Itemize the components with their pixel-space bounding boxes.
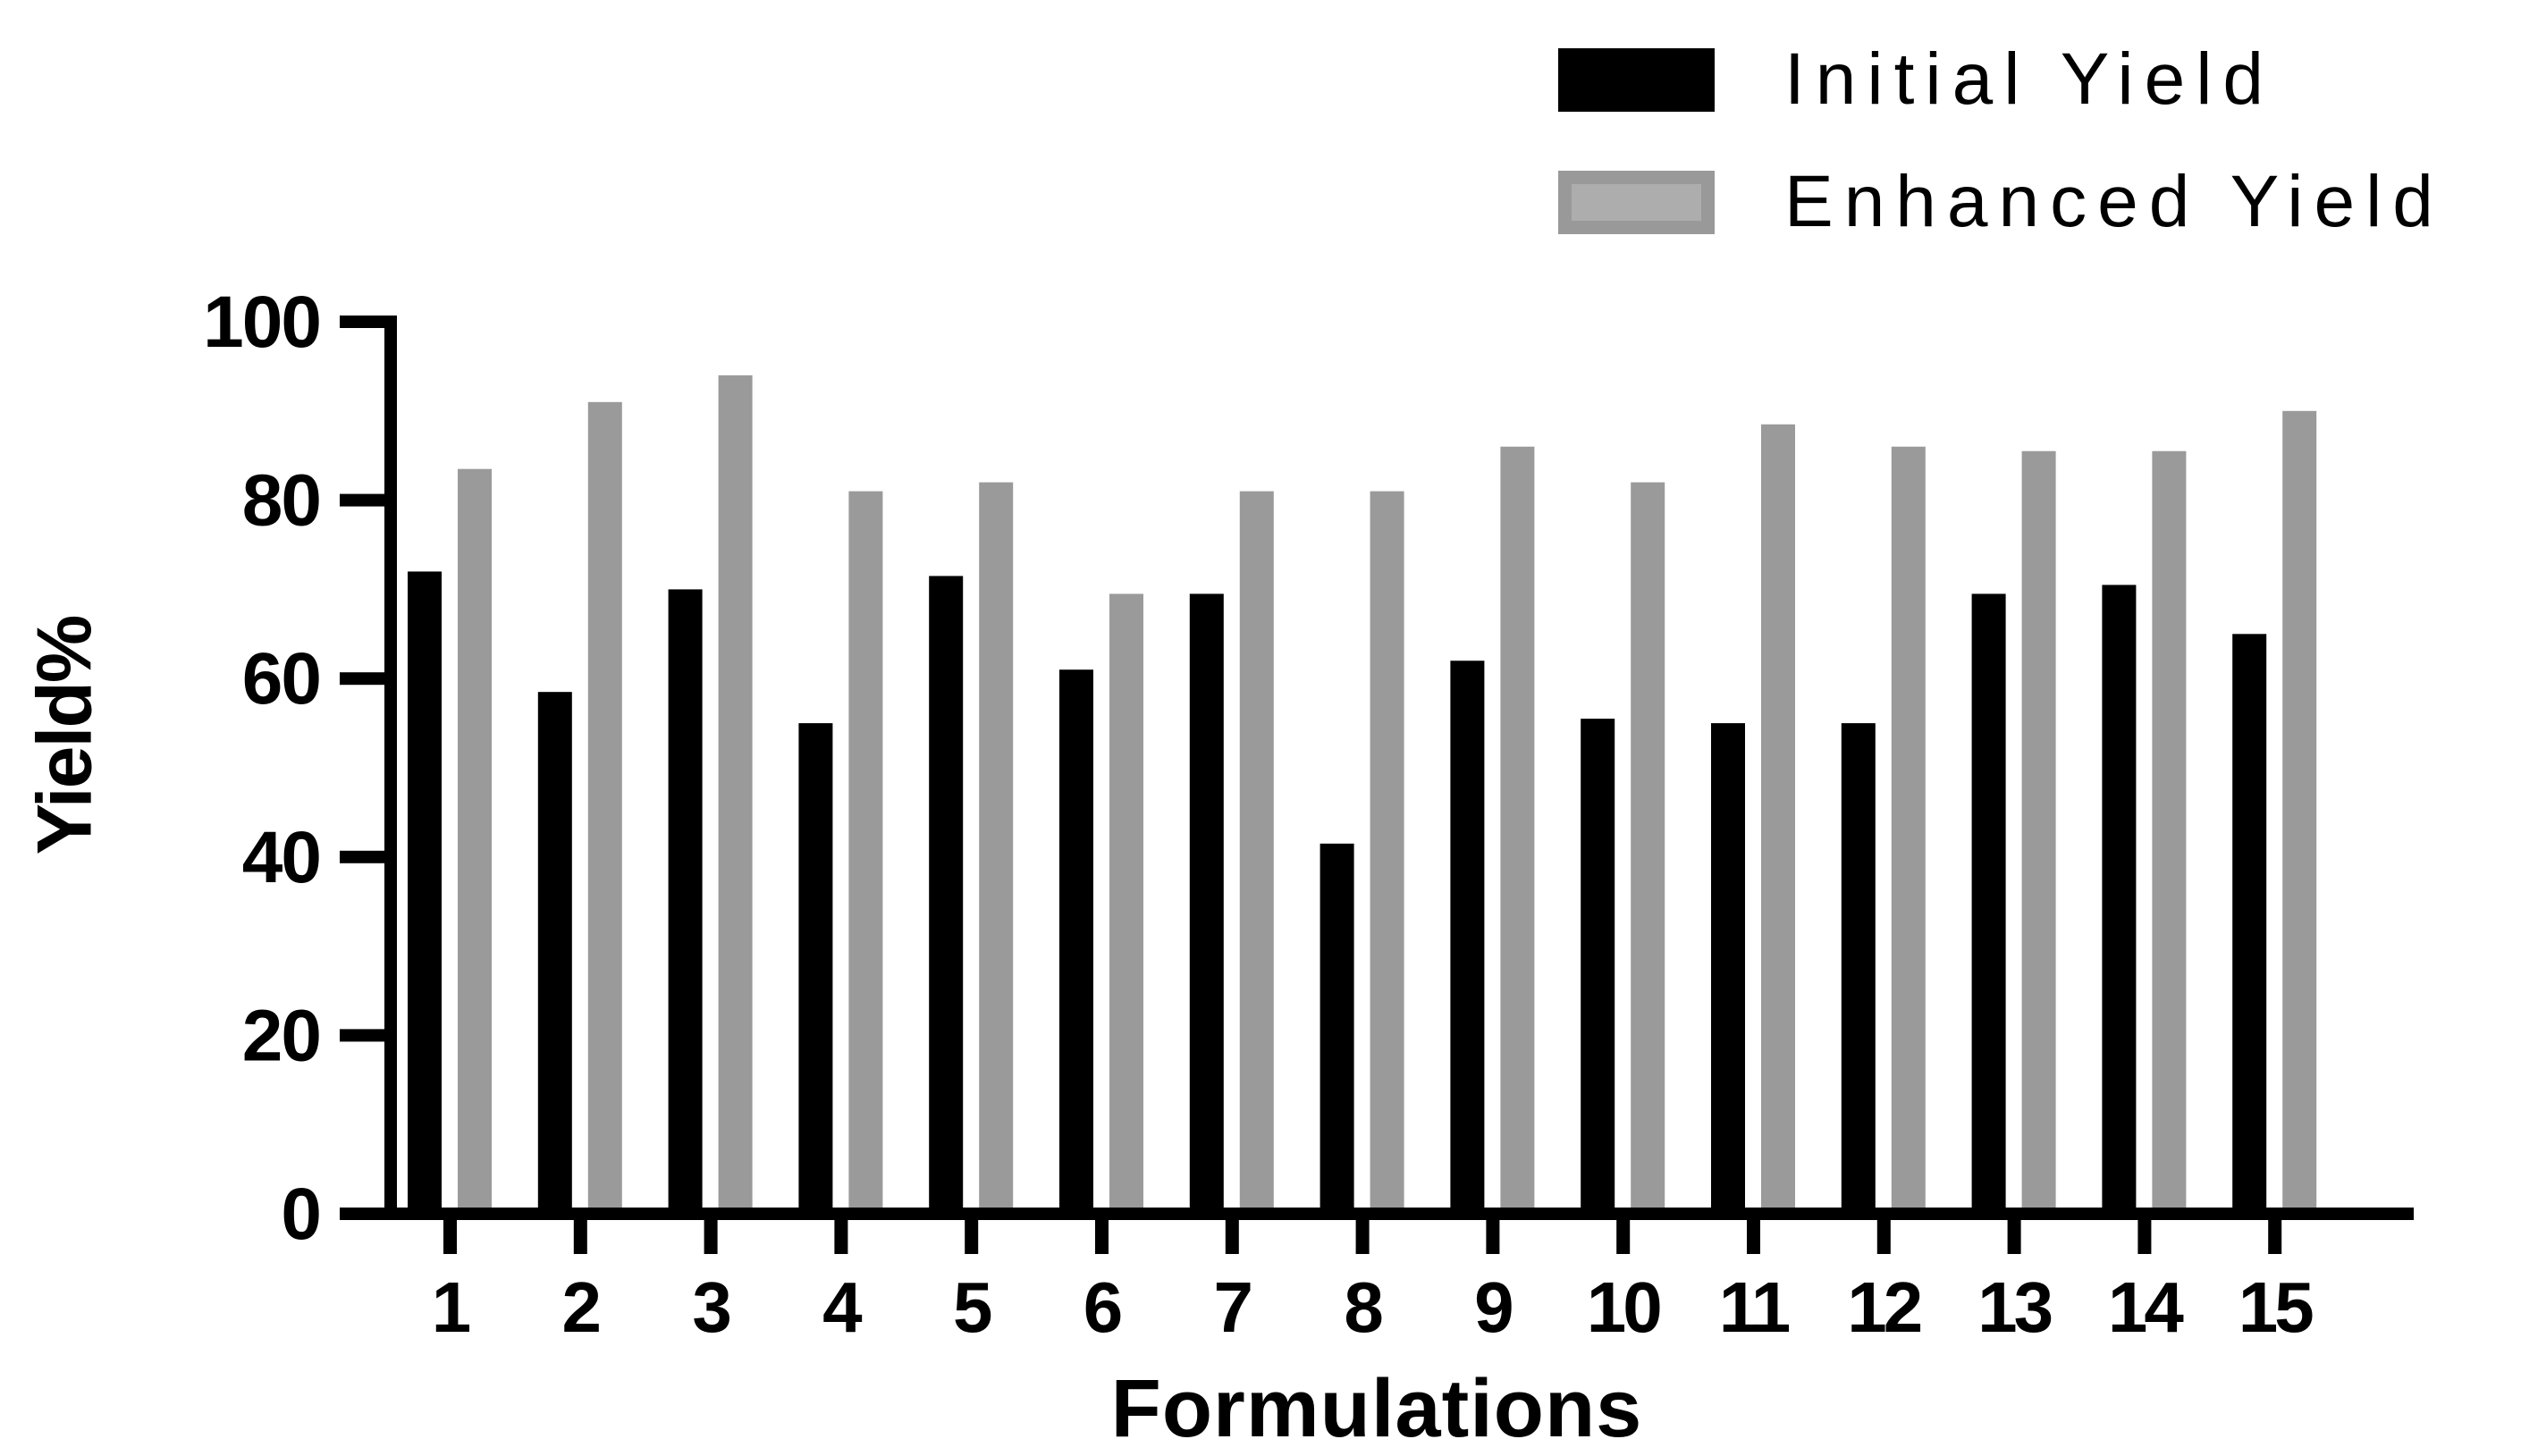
x-tick-3 [704,1214,718,1254]
bar-initial-2 [537,692,572,1220]
y-tick-label-0: 0 [281,1174,320,1255]
y-tick-80 [340,493,384,507]
bar-enhanced-8 [1370,491,1404,1220]
x-tick-11 [1747,1214,1760,1254]
bar-enhanced-2 [587,401,622,1220]
y-tick-40 [340,850,384,863]
x-tick-label-14: 14 [2108,1267,2184,1347]
bar-enhanced-13 [2021,450,2056,1221]
x-tick-label-7: 7 [1214,1267,1251,1347]
y-tick-100 [340,316,384,328]
bar-initial-8 [1320,843,1354,1220]
bar-enhanced-7 [1239,491,1274,1220]
bar-initial-9 [1450,661,1485,1220]
x-axis-line [384,1208,2414,1220]
legend-swatch-enhanced-yield-icon [1558,170,1715,234]
x-tick-10 [1616,1214,1631,1254]
y-tick-60 [340,672,384,686]
bar-enhanced-15 [2282,410,2317,1220]
bar-initial-3 [668,589,703,1220]
bar-initial-11 [1711,723,1745,1220]
bar-initial-7 [1189,593,1224,1220]
x-tick-15 [2268,1214,2282,1254]
bar-enhanced-14 [2152,450,2187,1221]
x-tick-label-6: 6 [1083,1267,1121,1347]
x-tick-label-13: 13 [1977,1267,2051,1347]
bar-enhanced-9 [1500,446,1535,1221]
y-tick-label-40: 40 [242,817,320,898]
x-tick-label-9: 9 [1474,1267,1512,1347]
legend-item-enhanced-yield: Enhanced Yield [1558,160,2444,244]
x-tick-label-11: 11 [1719,1267,1790,1347]
x-tick-label-3: 3 [692,1267,729,1347]
x-tick-14 [2137,1214,2152,1254]
bar-initial-4 [798,723,833,1220]
bar-enhanced-5 [979,482,1014,1220]
bar-initial-12 [1841,723,1876,1220]
bar-enhanced-11 [1761,424,1795,1220]
x-tick-label-2: 2 [562,1267,600,1347]
x-tick-5 [965,1214,979,1254]
bar-initial-13 [1971,593,2006,1220]
bar-initial-6 [1059,669,1093,1220]
y-tick-label-20: 20 [242,995,320,1076]
bar-initial-10 [1581,719,1615,1220]
y-tick-label-80: 80 [242,460,320,542]
legend-label-enhanced-yield: Enhanced Yield [1784,161,2444,242]
x-tick-label-10: 10 [1587,1267,1660,1347]
x-tick-2 [573,1214,587,1254]
bar-enhanced-10 [1631,482,1665,1220]
x-tick-label-5: 5 [953,1267,991,1347]
x-tick-label-8: 8 [1344,1267,1382,1347]
x-tick-label-12: 12 [1847,1267,1920,1347]
x-tick-13 [2007,1214,2021,1254]
y-tick-20 [340,1029,384,1042]
bar-enhanced-6 [1109,593,1143,1220]
legend-label-initial-yield: Initial Yield [1784,38,2275,120]
x-tick-1 [443,1214,457,1254]
y-axis-title: Yield% [21,616,108,855]
bar-initial-15 [2232,634,2267,1220]
y-tick-label-100: 100 [203,282,320,363]
y-axis-line [384,316,397,1220]
x-tick-8 [1355,1214,1370,1254]
x-tick-6 [1095,1214,1109,1254]
x-tick-4 [834,1214,848,1254]
bar-initial-5 [929,576,964,1220]
bar-initial-1 [408,571,442,1220]
x-axis-title: Formulations [1110,1363,1643,1454]
x-tick-label-15: 15 [2239,1267,2313,1347]
bar-enhanced-1 [458,468,492,1220]
x-tick-7 [1225,1214,1239,1254]
x-tick-9 [1486,1214,1500,1254]
bar-enhanced-4 [848,491,883,1220]
legend-swatch-initial-yield-icon [1558,47,1715,112]
y-tick-label-60: 60 [242,638,320,720]
x-tick-12 [1876,1214,1891,1254]
bar-enhanced-12 [1891,446,1926,1221]
x-tick-label-4: 4 [822,1267,863,1347]
y-tick-0 [340,1208,384,1220]
bar-enhanced-3 [718,375,753,1220]
legend-item-initial-yield: Initial Yield [1558,38,2274,122]
x-tick-label-1: 1 [432,1267,470,1347]
bar-initial-14 [2102,585,2137,1220]
